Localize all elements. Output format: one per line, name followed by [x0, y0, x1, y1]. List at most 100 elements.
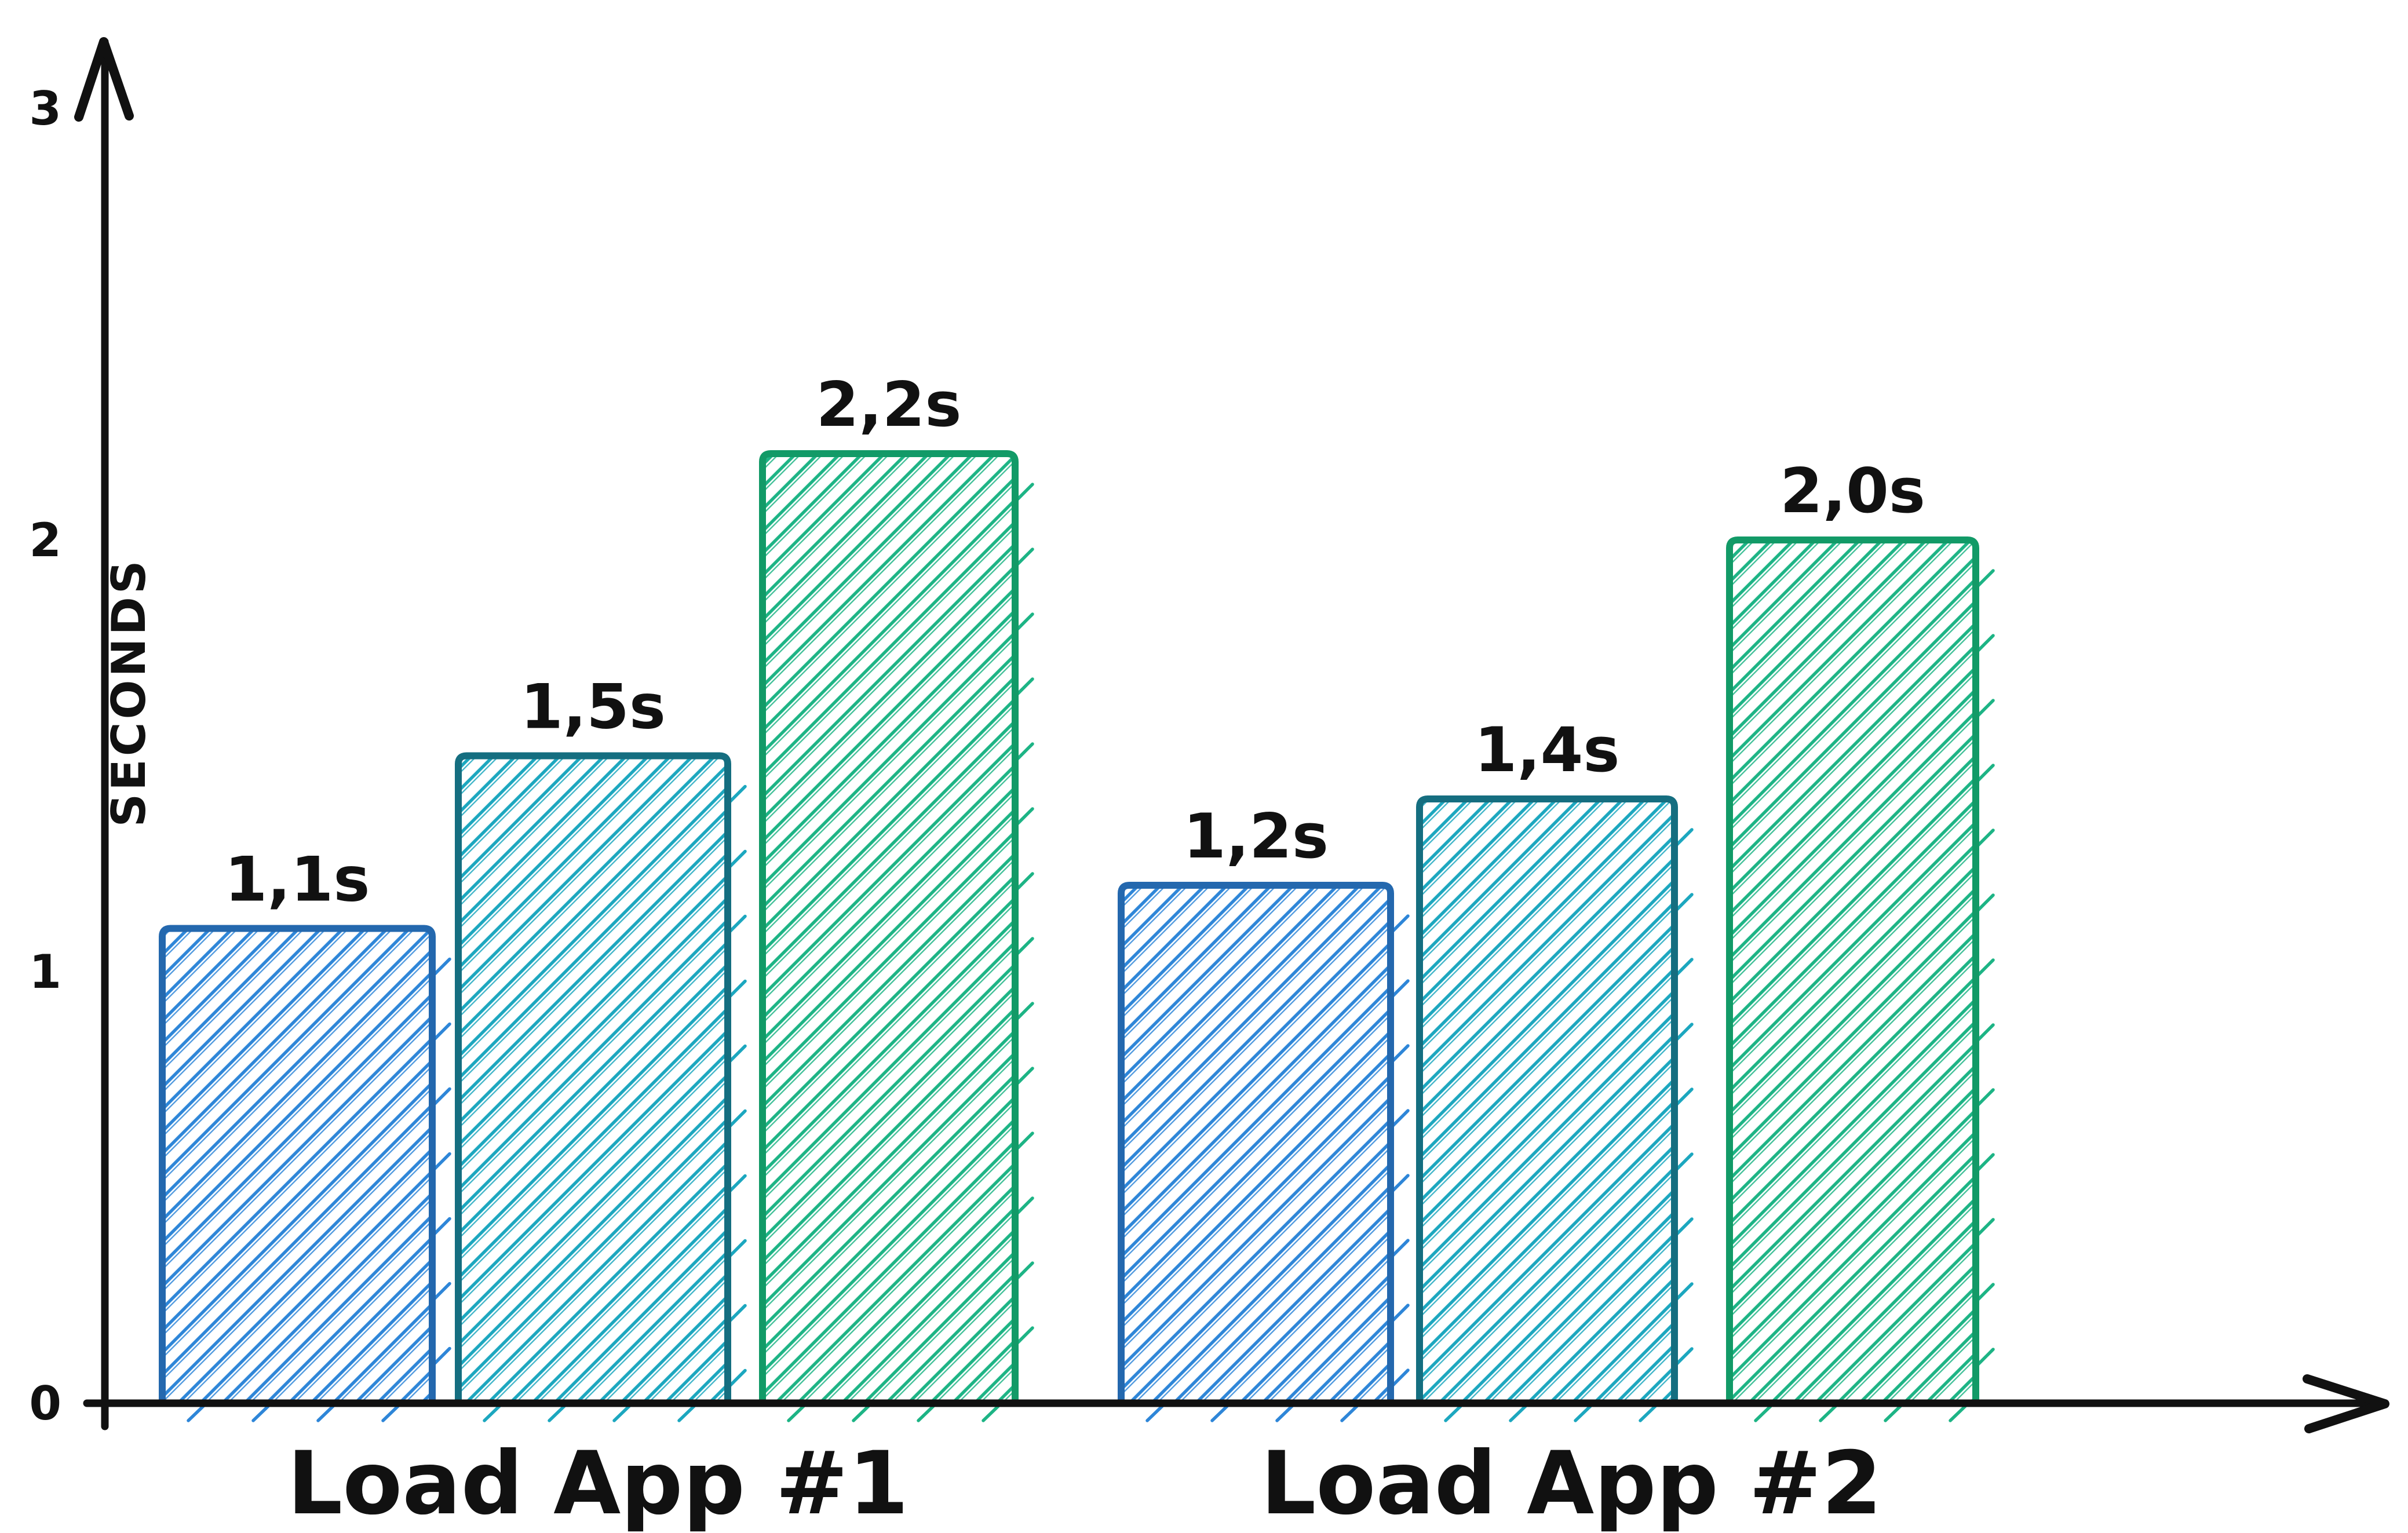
hatch-overshoot [1674, 828, 1694, 847]
hatch-overshoot [432, 957, 451, 977]
hatch-overshoot [1391, 1239, 1410, 1258]
hatch-overshoot [432, 1152, 451, 1171]
hatch-overshoot [1674, 958, 1694, 977]
hatch-overshoot [982, 1404, 1000, 1422]
y-axis-arrowhead-icon [74, 37, 134, 122]
hatch-overshoot [1391, 1109, 1410, 1128]
hatch-overshoot [1976, 569, 1995, 588]
hatch-overshoot [1674, 1347, 1694, 1366]
hatch-overshoot [728, 1368, 747, 1388]
y-tick-label: 3 [29, 82, 61, 136]
hatch-overshoot [381, 1404, 400, 1422]
hatch-overshoot [1015, 937, 1034, 956]
hatch-overshoot [432, 1022, 451, 1042]
hatch-overshoot [728, 914, 747, 934]
hatch-overshoot [1015, 872, 1034, 891]
hatch-overshoot [1015, 612, 1034, 632]
bar-value-label: 1,2s [1183, 801, 1329, 872]
hatch-overshoot [1391, 1174, 1410, 1193]
hatch-overshoot [728, 849, 747, 869]
hatch-overshoot [1015, 1261, 1034, 1280]
hatch-overshoot [1015, 548, 1034, 567]
bar-hatch-fill [1730, 540, 1976, 1403]
hatch-overshoot [1976, 958, 1995, 977]
hatch-overshoot [1976, 828, 1995, 848]
hatch-overshoot [1976, 1283, 1995, 1302]
hatch-overshoot [483, 1404, 501, 1422]
hatch-overshoot [1015, 483, 1034, 502]
hatch-overshoot [1391, 979, 1410, 998]
hatch-overshoot [1976, 893, 1995, 913]
hatch-overshoot [1015, 1132, 1034, 1151]
hatch-overshoot [1015, 1002, 1034, 1021]
hatch-overshoot [728, 1044, 747, 1064]
hatch-overshoot [1976, 699, 1995, 718]
labels-layer: 1,1s 1,5s 2,2s 1,2s 1,4s 2,0s 0 1 2 3 SECONDS Load … [29, 82, 1925, 1533]
hatch-overshoot [1674, 1217, 1694, 1236]
hatch-overshoot [1884, 1404, 1902, 1422]
hatch-overshoot [548, 1404, 566, 1422]
hatch-overshoot [1391, 914, 1410, 933]
hatch-overshoot [432, 1087, 451, 1107]
bar [455, 752, 747, 1422]
bar [1726, 536, 1995, 1422]
hatch-overshoot [1976, 1088, 1995, 1107]
hatch-overshoot [728, 1304, 747, 1323]
hatch-overshoot [1976, 1023, 1995, 1042]
hatch-overshoot [1674, 1087, 1694, 1107]
hatch-overshoot [1391, 1368, 1410, 1388]
hatch-overshoot [432, 1346, 451, 1366]
hatch-overshoot [1391, 1044, 1410, 1063]
bar [759, 450, 1034, 1422]
bar-value-label: 1,1s [225, 844, 370, 915]
hatch-overshoot [1976, 1218, 1995, 1237]
hatch-overshoot [728, 1174, 747, 1193]
bar-hatch-fill [458, 755, 728, 1403]
bar [1118, 882, 1410, 1422]
bar-border [1416, 795, 1678, 1407]
hatch-overshoot [787, 1404, 805, 1422]
hatch-overshoot [1574, 1404, 1592, 1422]
bar-hatch-fill [1420, 799, 1674, 1403]
hatch-overshoot [852, 1404, 870, 1422]
hatch-overshoot [1210, 1404, 1229, 1422]
hatch-overshoot [432, 1282, 451, 1301]
bars-layer [159, 450, 1995, 1422]
bar-hatch-fill [162, 928, 432, 1403]
hatch-overshoot [612, 1404, 631, 1422]
y-tick-label: 1 [29, 945, 61, 999]
hatch-overshoot [728, 1109, 747, 1129]
hatch-overshoot [1639, 1404, 1657, 1422]
bar-border [159, 925, 436, 1407]
hatch-overshoot [1391, 1304, 1410, 1323]
bar-value-label: 2,2s [816, 369, 962, 440]
hatch-overshoot [1015, 807, 1034, 826]
bar-value-label: 1,5s [520, 671, 666, 743]
hatch-overshoot [917, 1404, 935, 1422]
hatch-overshoot [1674, 1152, 1694, 1171]
y-axis-title: SECONDS [102, 558, 156, 827]
hatch-overshoot [1340, 1404, 1359, 1422]
hatch-overshoot [1674, 893, 1694, 912]
hatch-overshoot [432, 1217, 451, 1236]
hatch-overshoot [1015, 1326, 1034, 1345]
hatch-overshoot [1015, 742, 1034, 761]
bar-border [1726, 536, 1979, 1407]
hatch-overshoot [1976, 1348, 1995, 1367]
bar [1416, 795, 1694, 1422]
bar-border [1118, 882, 1394, 1407]
bar-hatch-fill [1121, 885, 1391, 1403]
hatch-overshoot [1819, 1404, 1837, 1422]
hatch-overshoot [1976, 1153, 1995, 1172]
hatch-overshoot [187, 1404, 205, 1422]
bar-value-label: 1,4s [1475, 714, 1620, 786]
hatch-overshoot [728, 784, 747, 804]
hatch-overshoot [1949, 1404, 1967, 1422]
hatch-overshoot [1444, 1404, 1462, 1422]
hatch-overshoot [251, 1404, 270, 1422]
hatch-overshoot [1509, 1404, 1527, 1422]
hatch-overshoot [1015, 677, 1034, 696]
x-group-label: Load App #2 [1261, 1433, 1882, 1533]
